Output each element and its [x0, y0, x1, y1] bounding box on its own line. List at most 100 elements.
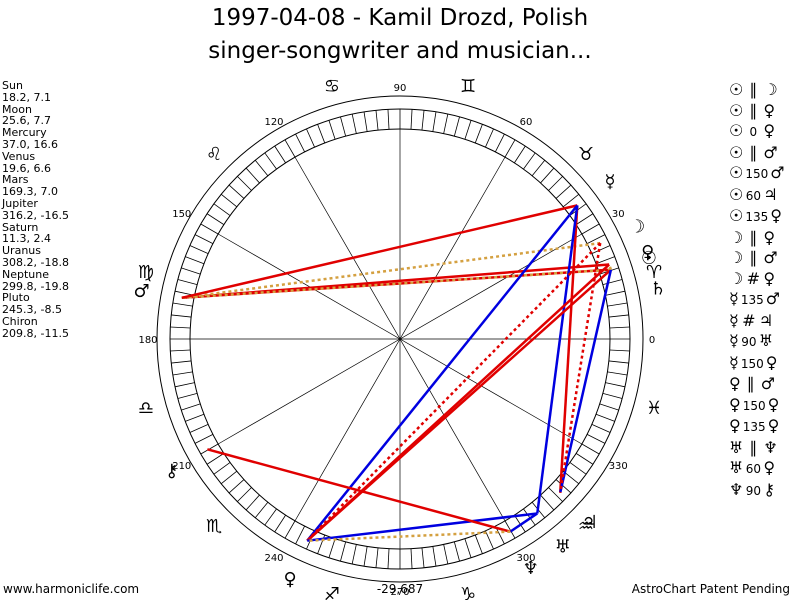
degree-label: 330	[609, 461, 628, 472]
degree-tick	[237, 487, 252, 502]
degree-tick	[443, 544, 449, 565]
zodiac-sign-glyph: ♉	[578, 144, 594, 165]
degree-tick	[340, 541, 347, 562]
degree-tick	[200, 223, 219, 235]
planet-values-moon: 25.6, 7.7	[2, 114, 51, 128]
aspect-planet-2: ♀	[763, 227, 776, 247]
title-line-2: singer-songwriter and musician...	[208, 38, 592, 64]
aspect-planet-1: ♀	[729, 374, 741, 393]
aspect-planet-2: ♀	[763, 458, 776, 477]
aspect-row: ♅ ∥ ♆	[729, 438, 785, 459]
degree-tick	[586, 433, 606, 444]
aspect-planet-2: ♂	[770, 163, 785, 182]
planet-name-jupiter: Jupiter	[2, 196, 38, 210]
aspect-planet-1: ☿	[729, 310, 739, 330]
degree-tick	[245, 494, 260, 511]
aspect-planet-2: ♂	[763, 142, 778, 162]
degree-tick	[575, 213, 594, 225]
degree-label: 300	[516, 553, 535, 564]
zodiac-sign-glyph: ♈	[646, 262, 662, 283]
degree-tick	[410, 548, 413, 569]
degree-tick	[189, 245, 209, 254]
aspect-planet-1: ☿	[729, 331, 739, 350]
degree-tick	[609, 349, 630, 352]
aspect-planet-1: ☉	[729, 163, 744, 182]
planet-name-moon: Moon	[2, 102, 32, 116]
zodiac-sign-glyph: ♊	[460, 76, 476, 97]
planet-name-uranus: Uranus	[2, 244, 41, 258]
degree-tick	[171, 314, 192, 318]
degree-label: 90	[394, 83, 407, 94]
house-spoke	[217, 233, 583, 445]
aspect-row: ☉ ∥ ♂	[729, 143, 785, 164]
footer-website: www.harmoniclife.com	[3, 582, 140, 596]
zodiac-sign-glyph: ♑	[460, 584, 476, 600]
planet-values-jupiter: 316.2, -16.5	[2, 208, 69, 222]
footer-patent-note: AstroChart Patent Pending	[631, 582, 790, 596]
aspect-planet-2: ♀	[763, 121, 776, 140]
degree-tick	[254, 160, 269, 177]
neptune-glyph: ♆	[523, 558, 539, 579]
aspect-line	[536, 205, 579, 514]
outer-ring	[156, 95, 644, 583]
chiron-glyph: ⚷	[165, 461, 178, 482]
degree-tick	[581, 223, 600, 235]
aspect-row: ☽ # ♀	[729, 269, 785, 290]
aspect-type: 150	[742, 398, 766, 413]
aspect-row: ☉ ∥ ☽	[729, 80, 785, 101]
degree-tick	[410, 109, 413, 130]
degree-tick	[443, 113, 449, 134]
degree-label: 150	[172, 209, 191, 220]
aspect-line	[181, 268, 611, 300]
degree-tick	[284, 520, 296, 539]
pluto-glyph: ♀	[284, 569, 297, 590]
planet-values-neptune: 299.8, -19.8	[2, 279, 69, 293]
aspect-row: ♅ 60 ♀	[729, 458, 785, 480]
degree-tick	[317, 124, 326, 144]
aspect-line	[607, 264, 613, 271]
aspect-type: 90	[741, 335, 757, 349]
degree-tick	[351, 544, 357, 565]
planet-values-saturn: 11.3, 2.4	[2, 232, 51, 246]
degree-tick	[172, 302, 193, 307]
zodiac-sign-glyph: ♌	[206, 144, 222, 165]
aspect-planet-2: ☽	[763, 80, 778, 99]
aspect-type: 135	[742, 420, 766, 434]
degree-tick	[206, 213, 225, 225]
degree-tick	[363, 546, 368, 567]
degree-tick	[264, 508, 277, 526]
degree-tick	[609, 326, 630, 329]
aspect-planet-1: ♆	[729, 479, 744, 499]
aspect-line	[559, 269, 613, 493]
aspect-type: ∥	[749, 142, 758, 162]
degree-label: 240	[264, 553, 283, 564]
degree-tick	[181, 267, 201, 275]
degree-tick	[170, 349, 191, 352]
aspect-planet-1: ☿	[729, 352, 739, 372]
aspect-planet-2: ♅	[758, 331, 774, 350]
aspect-row: ♆ 90 ⚷	[729, 480, 785, 502]
degree-tick	[548, 176, 563, 191]
degree-tick	[185, 256, 205, 265]
degree-tick	[531, 160, 546, 177]
planet-name-neptune: Neptune	[2, 267, 50, 281]
aspect-row: ☽ ∥ ♂	[729, 248, 785, 269]
aspect-planet-1: ☽	[729, 227, 744, 247]
degree-tick	[474, 534, 483, 554]
degree-tick	[295, 525, 306, 545]
aspect-line	[306, 204, 579, 542]
aspect-row: ♀ 135 ♀	[729, 416, 785, 438]
degree-tick	[605, 290, 626, 296]
degree-tick	[504, 520, 516, 539]
degree-tick	[328, 120, 336, 140]
degree-tick	[295, 133, 306, 153]
degree-tick	[375, 110, 379, 131]
degree-tick	[569, 462, 587, 475]
degree-tick	[581, 443, 600, 455]
aspect-line	[207, 448, 511, 533]
aspect-row: ☉ ∥ ♀	[729, 101, 785, 122]
aspect-line	[306, 242, 602, 542]
degree-tick	[306, 128, 315, 148]
aspect-type: ∥	[746, 374, 755, 393]
